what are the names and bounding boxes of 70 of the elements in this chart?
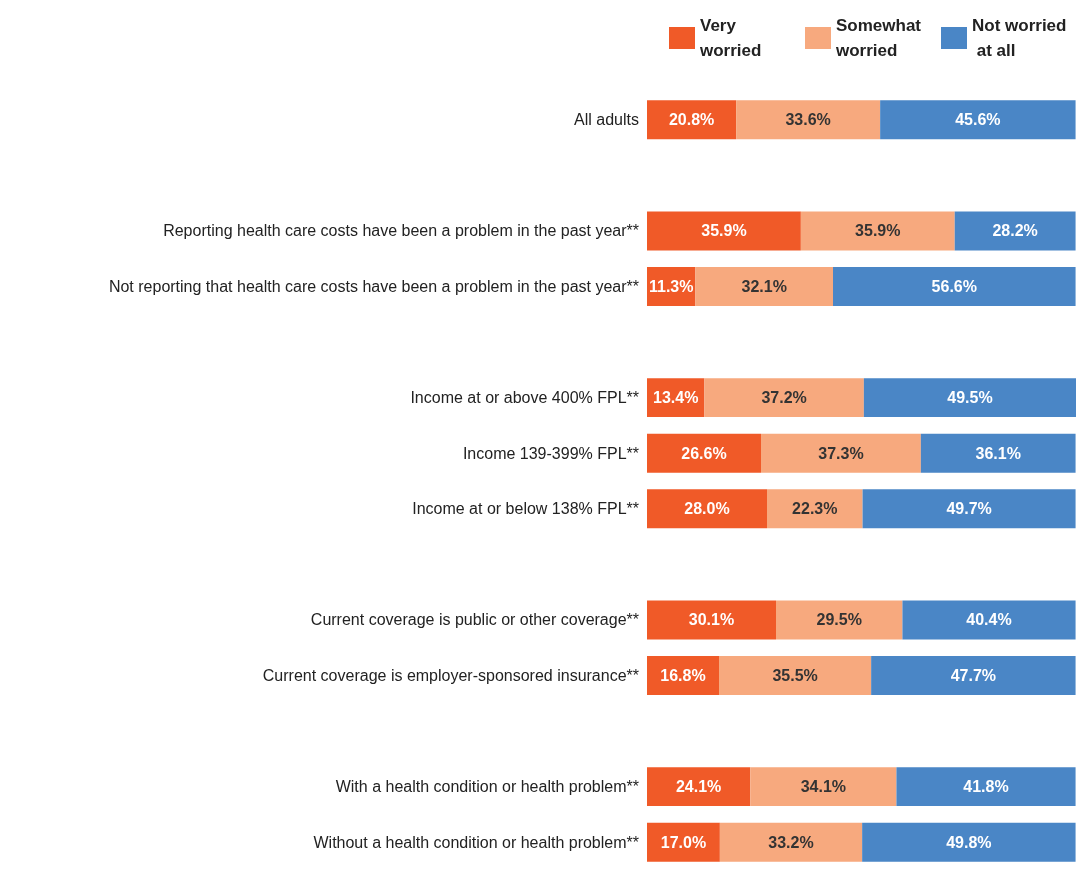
data-label: 56.6% [931,278,977,295]
y-tick-label: Current coverage is public or other coverage** [310,611,639,629]
data-label: 26.6% [681,444,727,462]
data-label: 47.7% [950,667,997,684]
legend-label: Very worried [699,16,762,60]
bar [695,267,833,306]
bar [647,822,720,862]
bar [704,378,864,418]
bar [833,267,1076,306]
data-label: 49.8% [946,833,992,851]
legend-label: Not worried at all [972,16,1067,60]
data-label: 30.1% [688,611,735,629]
bar [647,433,761,473]
data-label: 40.4% [966,611,1012,629]
bar [871,656,1076,695]
bar [647,100,737,140]
data-label: 36.1% [975,444,1021,462]
y-tick-label: Not reporting that health care costs have been a problem in the past year** [108,278,639,295]
data-label: 29.5% [816,611,862,629]
bar [647,767,751,807]
bar [767,489,863,529]
bar [736,100,881,140]
bar [761,433,921,473]
data-label: 35.5% [772,667,818,684]
data-label: 49.5% [947,389,993,407]
data-label: 13.4% [653,389,699,407]
bar [862,489,1076,529]
data-label: 20.8% [668,111,715,129]
y-tick-label: Reporting health care costs have been a problem in the past year** [163,222,639,240]
data-label: 41.8% [963,778,1009,796]
data-label: 16.8% [660,667,706,684]
data-label: 35.9% [855,222,901,240]
y-tick-label: Income at or below 138% FPL** [412,500,639,518]
bar [719,822,863,862]
y-tick-label: With a health condition or health problem** [335,778,639,796]
bar [902,600,1076,640]
bar [880,100,1076,140]
data-label: 22.3% [792,500,838,518]
bar [750,767,897,807]
data-label: 32.1% [741,278,787,295]
bar [647,600,776,640]
data-label: 37.3% [818,444,864,462]
data-label: 45.6% [955,111,1001,129]
bar [776,600,903,640]
data-label: 24.1% [675,778,722,796]
data-label: 33.2% [768,833,814,851]
y-tick-label: All adults [574,111,639,129]
y-tick-label: Income at or above 400% FPL** [410,389,639,407]
y-tick-label: Income 139-399% FPL** [462,444,639,462]
y-tick-label: Current coverage is employer-sponsored insurance** [262,667,639,684]
bar [954,211,1076,251]
data-label: 49.7% [946,500,992,518]
bar [647,489,767,529]
bar [920,433,1076,473]
data-label: 17.0% [660,833,707,851]
bar [800,211,955,251]
bar [863,378,1076,418]
bar [896,767,1076,807]
bar [647,211,801,251]
data-label: 33.6% [785,111,831,129]
data-label: 11.3% [648,278,694,295]
bar [719,656,872,695]
bar [862,822,1076,862]
data-label: 37.2% [761,389,807,407]
data-label: 34.1% [800,778,847,796]
data-label: 28.2% [992,222,1038,240]
y-tick-label: Without a health condition or health problem** [313,833,639,851]
data-label: 35.9% [701,222,747,240]
legend-label: Somewhat worried [835,16,926,60]
data-label: 28.0% [684,500,730,518]
